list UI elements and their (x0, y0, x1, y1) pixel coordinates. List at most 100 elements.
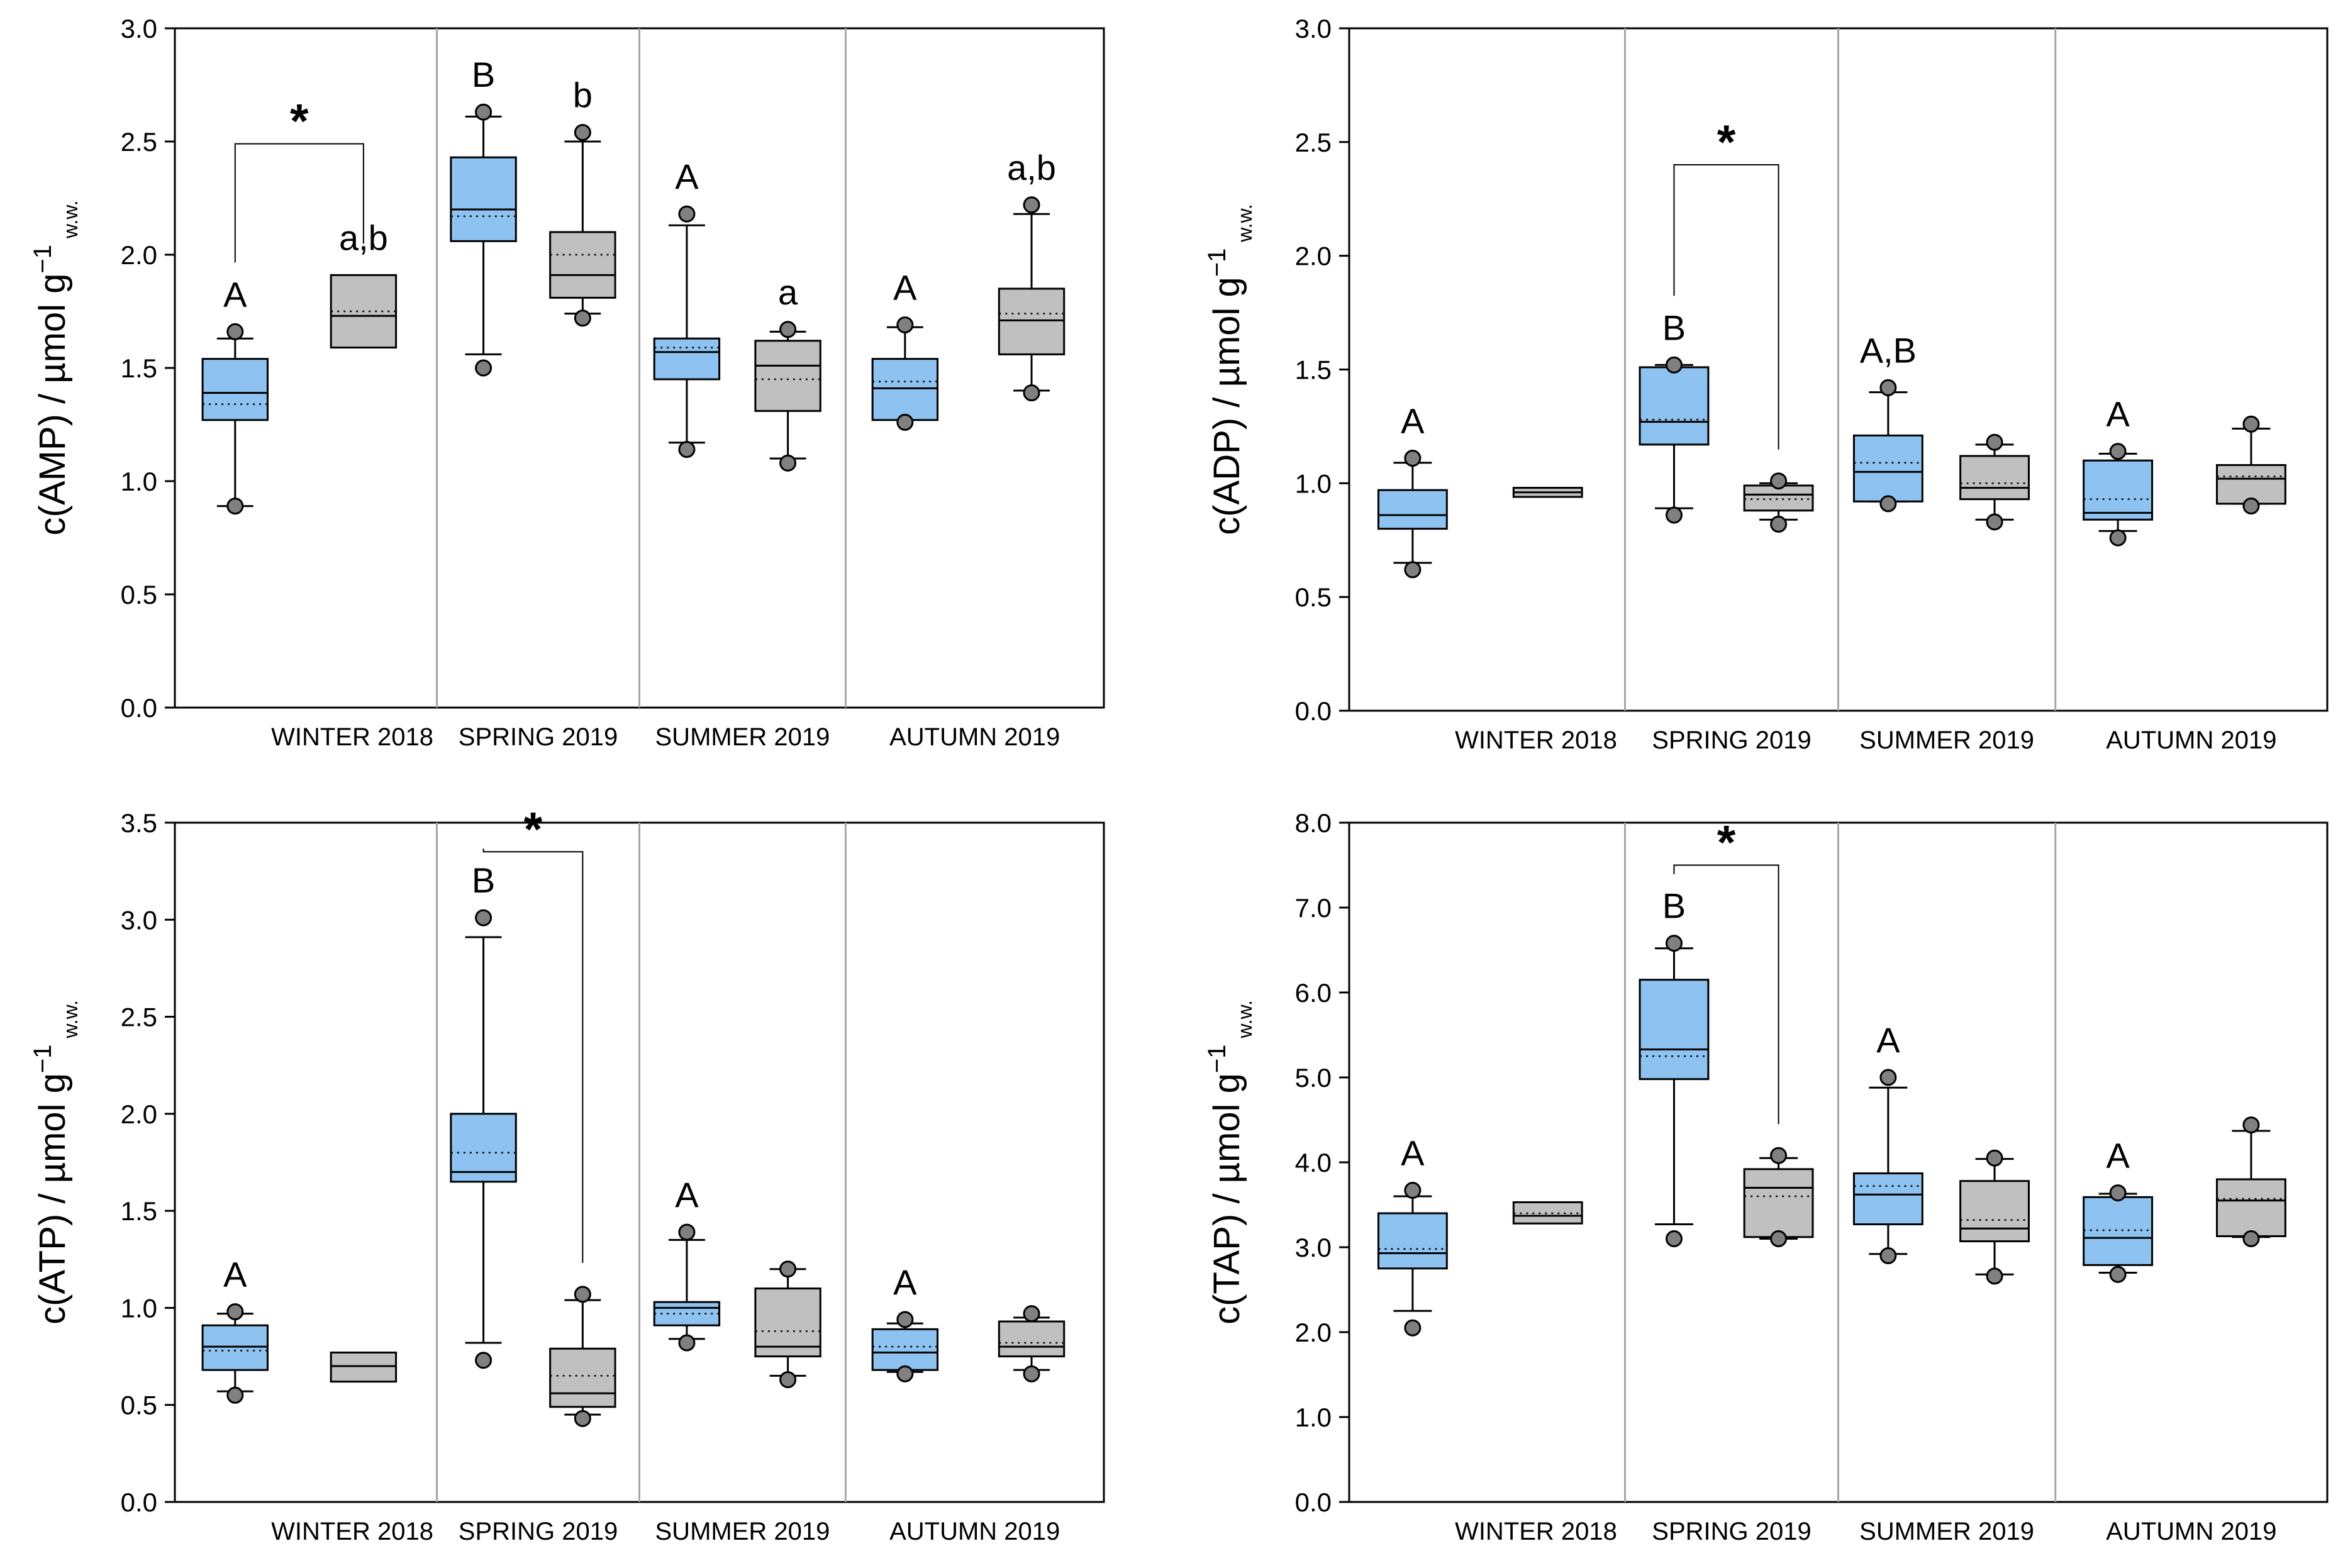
outlier-point (1665, 1230, 1683, 1247)
outlier-point (1404, 561, 1422, 579)
group-letter-label: A (1876, 1020, 1900, 1060)
outlier-point (1404, 1319, 1422, 1337)
iqr-box (2083, 1196, 2154, 1266)
box-2-2 (754, 1260, 821, 1389)
category-label: SUMMER 2019 (655, 1518, 830, 1545)
significance-bracket: * (1673, 116, 1779, 450)
group-letter-label: A (893, 268, 917, 308)
iqr-box (1852, 1172, 1923, 1226)
y-tick-label: 2.0 (121, 240, 157, 270)
panel-4: 0.0 1.0 2.0 3.0 4.0 5.0 6.0 7.0 8.0 WINTER 2018 SP… (1203, 808, 2329, 1545)
category-label: WINTER 2018 (1455, 726, 1617, 754)
outlier-point (1770, 1230, 1788, 1247)
outlier-point (574, 1286, 591, 1303)
y-tick-label: 2.0 (121, 1099, 157, 1129)
category-label: WINTER 2018 (1455, 1518, 1617, 1545)
iqr-box (1377, 1212, 1448, 1270)
box-0-2: a,b (330, 218, 398, 349)
significance-star: * (290, 95, 309, 148)
significance-bracket: * (234, 95, 364, 263)
box-1-1: B (450, 860, 517, 1369)
outlier-point (2109, 1184, 2127, 1202)
group-letter-label: A (675, 1175, 699, 1215)
iqr-box (549, 231, 616, 299)
iqr-box (450, 156, 517, 242)
group-letter-label: A (223, 1255, 247, 1294)
category-label: SUMMER 2019 (1859, 1518, 2034, 1545)
y-tick-label: 1.0 (1295, 469, 1332, 498)
outlier-point (1879, 1247, 1897, 1264)
box-2-2 (1959, 433, 2030, 531)
outlier-point (475, 359, 493, 377)
y-tick-label: 1.5 (1295, 355, 1332, 385)
outlier-point (2109, 443, 2127, 460)
box-0-1: A (1377, 1133, 1448, 1337)
iqr-box (754, 1287, 821, 1358)
y-axis-label: c(AMP) / µmol g−1w.w. (29, 201, 82, 536)
outlier-point (226, 1386, 244, 1404)
iqr-box (871, 358, 939, 421)
category-label: SPRING 2019 (1652, 1518, 1811, 1545)
y-tick-label: 2.5 (121, 127, 157, 157)
category-label: AUTUMN 2019 (2106, 1518, 2276, 1545)
iqr-box (450, 1113, 517, 1183)
category-label: SPRING 2019 (459, 723, 618, 751)
box-3-2 (2216, 1116, 2286, 1247)
outlier-point (475, 103, 493, 121)
outlier-point (896, 316, 914, 334)
category-label: SUMMER 2019 (1859, 726, 2034, 754)
outlier-point (2242, 1230, 2260, 1247)
box-2-2: a (754, 272, 821, 472)
outlier-point (1023, 1305, 1040, 1323)
box-0-2 (330, 1351, 398, 1383)
outlier-point (1665, 356, 1683, 374)
iqr-box (330, 1351, 398, 1383)
y-tick-label: 8.0 (1295, 808, 1332, 838)
panel-2: 0.0 0.5 1.0 1.5 2.0 2.5 3.0 WINTER 2018 SPRING 2… (1203, 14, 2329, 754)
category-label: SPRING 2019 (459, 1518, 618, 1545)
iqr-box (549, 1347, 616, 1408)
box-1-2: b (549, 75, 616, 327)
y-tick-label: 0.5 (121, 580, 157, 609)
significance-star: * (1717, 116, 1736, 169)
group-letter-label: A (1401, 1133, 1425, 1173)
iqr-box (1639, 979, 1710, 1081)
outlier-point (1665, 506, 1683, 524)
bracket-line (234, 143, 364, 263)
box-2-1: A (1852, 1020, 1923, 1264)
outlier-point (574, 1410, 591, 1427)
significance-bracket: * (1673, 816, 1779, 1125)
y-axis-label: c(TAP) / µmol g−1w.w. (1203, 1000, 1256, 1325)
box-3-1: A (2083, 394, 2154, 547)
outlier-point (226, 498, 244, 515)
box-0-2 (1512, 487, 1583, 498)
y-tick-label: 7.0 (1295, 893, 1332, 923)
panel-3: 0.0 0.5 1.0 1.5 2.0 2.5 3.0 3.5 WINTER 2018 SPRIN… (29, 803, 1105, 1545)
iqr-box (201, 358, 269, 421)
iqr-box (1852, 434, 1923, 503)
box-1-2 (1743, 1147, 1814, 1247)
iqr-box (998, 1320, 1066, 1358)
group-letter-label: A (223, 274, 247, 314)
outlier-point (1770, 1147, 1788, 1164)
box-3-2 (2216, 415, 2286, 514)
outlier-point (896, 413, 914, 431)
bracket-line (482, 848, 584, 1263)
panel-1: 0.0 0.5 1.0 1.5 2.0 2.5 3.0 WINTER 2018 SPRING 2… (29, 14, 1105, 751)
group-letter-label: A (893, 1262, 917, 1302)
y-tick-label: 3.0 (1295, 1233, 1332, 1262)
iqr-box (871, 1328, 939, 1371)
y-axis-label: c(ADP) / µmol g−1w.w. (1203, 204, 1256, 535)
group-letter-label: A (2106, 394, 2130, 434)
iqr-box (998, 287, 1066, 355)
outlier-point (779, 1371, 797, 1389)
outlier-point (678, 1223, 696, 1241)
y-tick-label: 5.0 (1295, 1063, 1332, 1093)
y-axis-label: c(ATP) / µmol g−1w.w. (29, 1000, 82, 1325)
iqr-box (1959, 1180, 2030, 1243)
y-tick-label: 1.0 (1295, 1403, 1332, 1432)
outlier-point (2242, 498, 2260, 514)
y-tick-label: 0.0 (121, 693, 157, 723)
group-letter-label: b (573, 75, 593, 115)
bracket-line (1673, 864, 1779, 1125)
